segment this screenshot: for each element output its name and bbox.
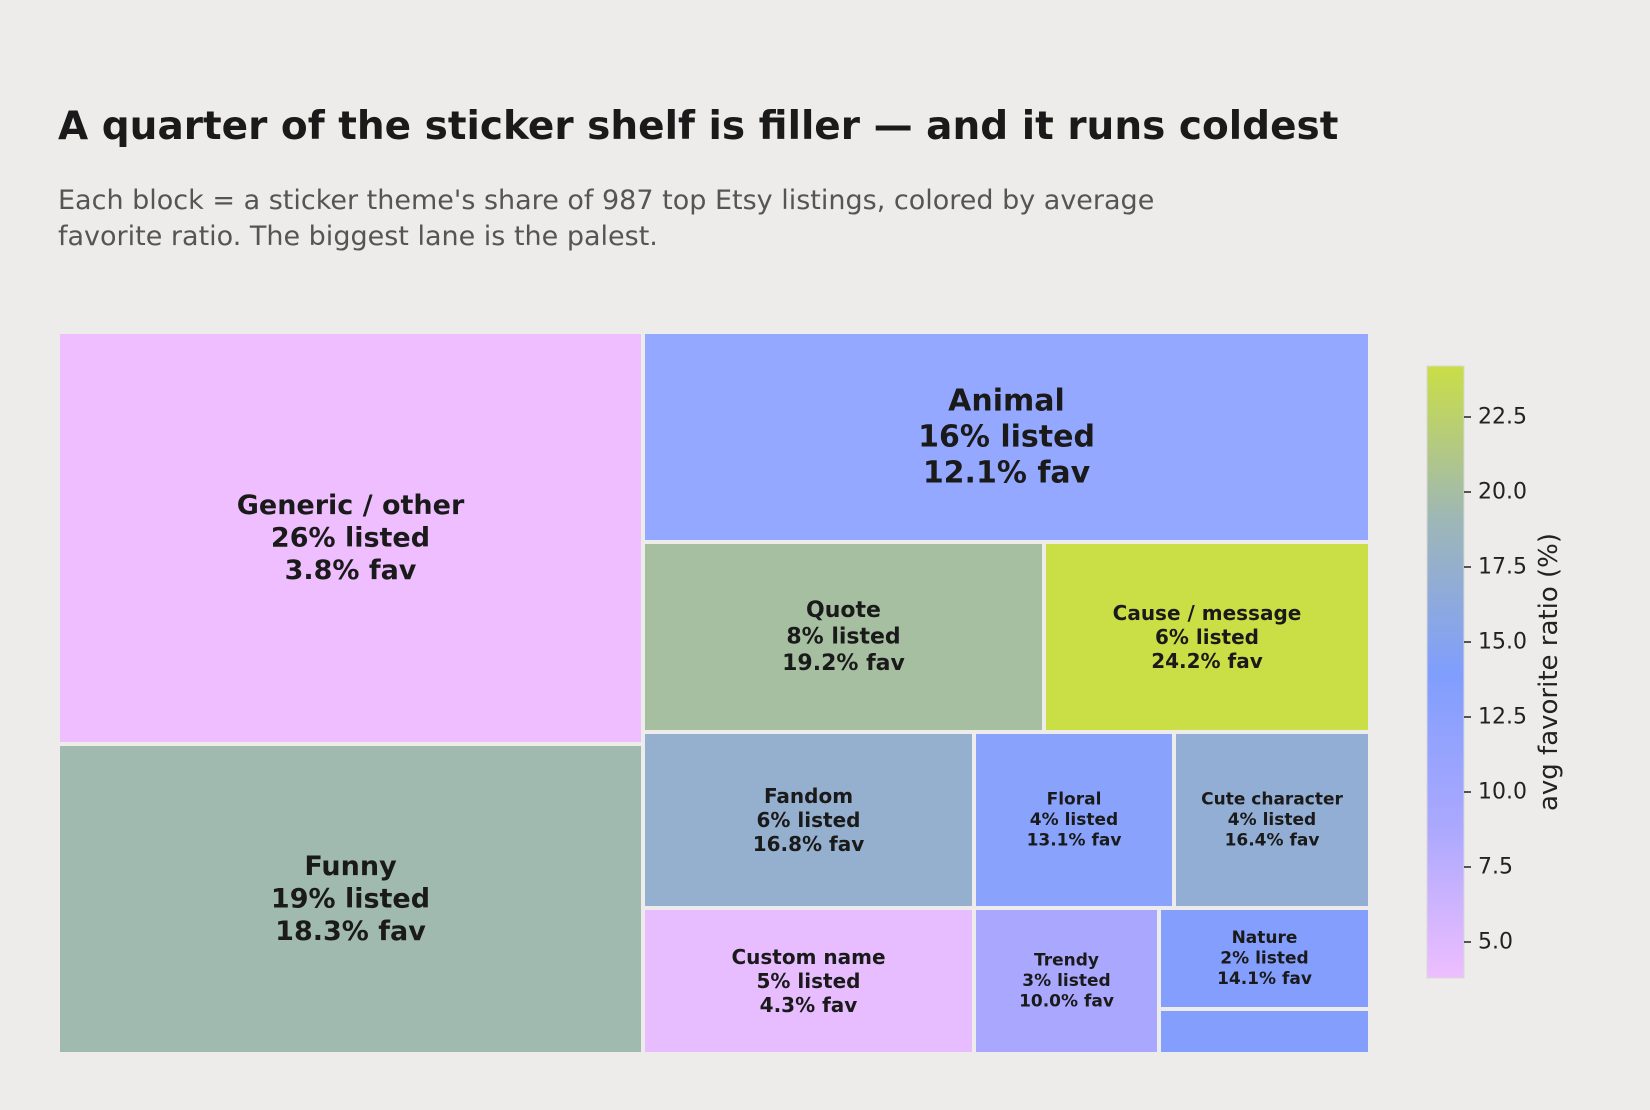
- cell-name-label: Cause / message: [1113, 601, 1302, 625]
- colorbar-tick-label: 15.0: [1478, 630, 1527, 655]
- cell-listed-label: 16% listed: [918, 420, 1095, 455]
- colorbar-tick-label: 10.0: [1478, 780, 1527, 805]
- cell-name-label: Floral: [1047, 790, 1102, 810]
- cell-listed-label: 6% listed: [1155, 625, 1259, 649]
- treemap-cell-rect: [1157, 906, 1372, 1011]
- treemap-cell-rect: [972, 730, 1176, 910]
- chart-subtitle-line-2: favorite ratio. The biggest lane is the …: [58, 221, 658, 252]
- cell-listed-label: 8% listed: [786, 625, 900, 650]
- colorbar-label: avg favorite ratio (%): [1534, 533, 1564, 811]
- cell-fav-label: 12.1% fav: [923, 456, 1091, 491]
- cell-name-label: Custom name: [731, 945, 885, 969]
- colorbar: 5.0 7.5 10.0 12.5 15.0 17.5 20.0 22.5 avg favori…: [1426, 365, 1564, 979]
- cell-name-label: Fandom: [764, 784, 853, 808]
- cell-listed-label: 2% listed: [1220, 949, 1308, 969]
- cell-fav-label: 18.3% fav: [275, 916, 426, 947]
- cell-fav-label: 10.0% fav: [1019, 991, 1114, 1011]
- cell-name-label: Funny: [304, 851, 397, 882]
- cell-name-label: Quote: [806, 598, 881, 623]
- cell-fav-label: 13.1% fav: [1027, 830, 1122, 850]
- cell-fav-label: 16.8% fav: [753, 832, 865, 856]
- cell-listed-label: 4% listed: [1030, 810, 1118, 830]
- cell-listed-label: 26% listed: [271, 523, 430, 554]
- cell-fav-label: 14.1% fav: [1217, 969, 1312, 989]
- treemap-cell-rect: [641, 906, 976, 1056]
- colorbar-tick-label: 5.0: [1478, 930, 1513, 955]
- cell-name-label: Trendy: [1034, 951, 1099, 971]
- colorbar-tick-label: 20.0: [1478, 480, 1527, 505]
- chart-subtitle-line-1: Each block = a sticker theme's share of …: [58, 185, 1155, 216]
- colorbar-tick-label: 17.5: [1478, 555, 1527, 580]
- cell-name-label: Nature: [1232, 928, 1298, 948]
- cell-listed-label: 3% listed: [1022, 971, 1110, 991]
- cell-fav-label: 16.4% fav: [1225, 830, 1320, 850]
- cell-listed-label: 6% listed: [757, 808, 861, 832]
- cell-fav-label: 4.3% fav: [760, 993, 858, 1017]
- chart-title: A quarter of the sticker shelf is filler…: [58, 104, 1339, 149]
- cell-listed-label: 5% listed: [757, 969, 861, 993]
- colorbar-gradient: [1426, 365, 1465, 979]
- cell-name-label: Animal: [948, 384, 1065, 419]
- cell-fav-label: 24.2% fav: [1151, 649, 1263, 673]
- cell-name-label: Generic / other: [237, 490, 465, 521]
- treemap-cell-rect: [972, 906, 1161, 1056]
- colorbar-tick-label: 7.5: [1478, 855, 1513, 880]
- cell-listed-label: 19% listed: [271, 884, 430, 915]
- cell-listed-label: 4% listed: [1228, 810, 1316, 830]
- treemap-cell-rect: [56, 742, 645, 1056]
- cell-fav-label: 3.8% fav: [285, 555, 417, 586]
- colorbar-tick-label: 12.5: [1478, 705, 1527, 730]
- treemap-cell-rect: [1157, 1007, 1372, 1056]
- cell-name-label: Cute character: [1201, 790, 1343, 810]
- chart-subtitle: Each block = a sticker theme's share of …: [58, 183, 1358, 255]
- treemap-cell-rect: [641, 730, 976, 910]
- treemap-cell: [1157, 1007, 1372, 1056]
- cell-fav-label: 19.2% fav: [782, 651, 905, 676]
- colorbar-tick-label: 22.5: [1478, 405, 1527, 430]
- treemap-cell-rect: [1172, 730, 1372, 910]
